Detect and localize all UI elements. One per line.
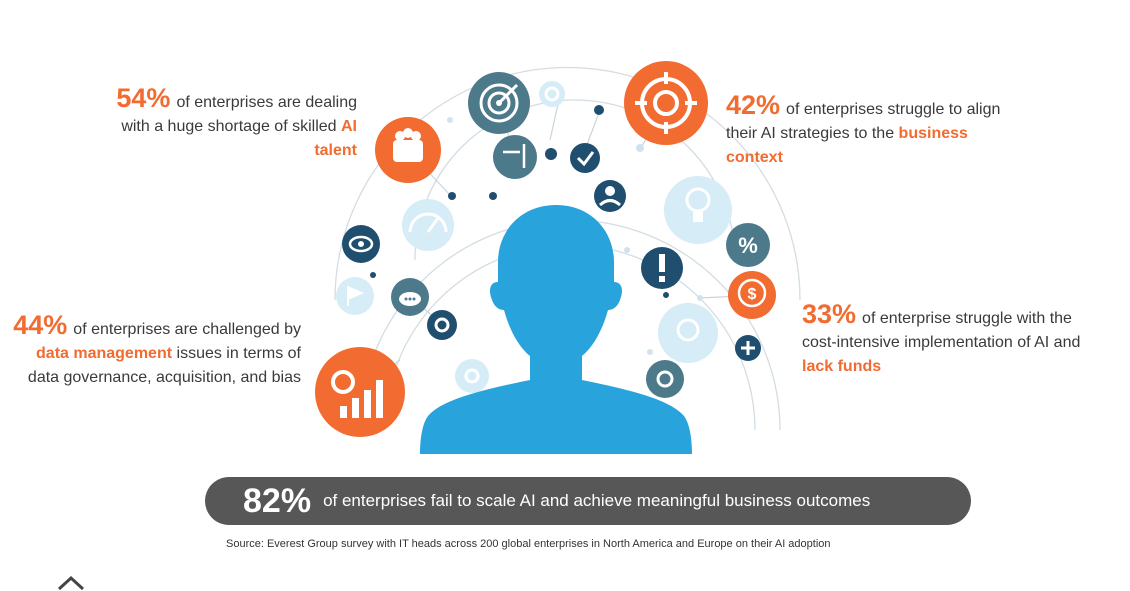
location-gear-icon [658,303,718,363]
cloud-chat-icon [391,278,429,316]
target-icon [468,72,530,134]
summary-banner: 82% of enterprises fail to scale AI and … [205,477,971,525]
alert-icon [641,247,683,289]
gear-icon [427,310,457,340]
gear-icon [646,360,684,398]
svg-text:$: $ [748,286,757,303]
stat-data-management: 44% of enterprises are challenged by data… [12,310,301,390]
banner-percent: 82% [243,481,312,520]
stat-highlight: lack funds [802,358,882,375]
check-icon [570,143,600,173]
crosshair-icon [624,61,708,145]
stat-business-context: 42% of enterprises struggle to align thei… [726,90,1026,170]
stat-percent: 42% [726,90,781,120]
source-note: Source: Everest Group survey with IT hea… [226,538,831,550]
percent-icon: % [726,223,770,267]
stat-highlight: AI talent [314,118,357,159]
stat-highlight: data management [36,345,173,362]
lightbulb-icon [664,176,732,244]
gear-icon [455,359,489,393]
team-icon [375,117,441,183]
svg-text:%: % [738,233,758,258]
stat-text: of enterprises struggle to align their A… [726,101,1001,142]
stat-percent: 54% [116,83,171,113]
flag-icon [336,277,374,315]
stat-text: of enterprises are challenged by [73,321,301,338]
stat-text-post: issues in terms of data governance, acqu… [27,345,301,386]
stat-highlight: business context [726,125,968,166]
dollar-icon: $ [728,271,776,319]
stat-ai-talent: 54% of enterprises are dealing with a hug… [100,83,357,163]
gear-icon [539,81,565,107]
person-head-icon [420,205,692,454]
stat-text: of enterprises are dealing with a huge s… [121,94,357,135]
stat-text: of enterprise struggle with the cost-int… [802,310,1081,351]
stat-percent: 44% [13,310,68,340]
settings-chart-icon [315,347,405,437]
banner-text: of enterprises fail to scale AI and achi… [323,491,871,510]
chevron-up-icon[interactable] [56,574,86,591]
stat-lack-funds: 33% of enterprise struggle with the cost-… [802,299,1102,379]
plus-icon [735,335,761,361]
arrow-board-icon [493,135,537,179]
speedometer-icon [402,199,454,251]
stat-percent: 33% [802,299,857,329]
person-icon [594,180,626,212]
eye-icon [342,225,380,263]
